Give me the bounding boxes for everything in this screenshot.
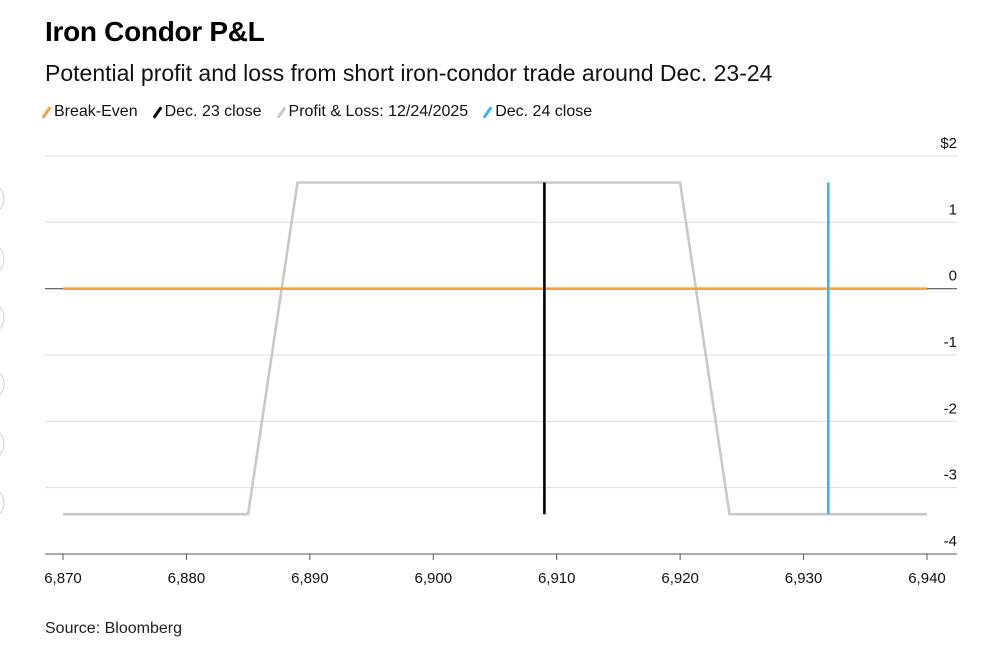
x-tick-label-7: 6,940 <box>908 570 946 587</box>
legend-item-dec23: Dec. 23 close <box>152 103 262 121</box>
legend-label-dec24: Dec. 24 close <box>495 103 593 120</box>
chart-title: Iron Condor P&L <box>45 16 265 47</box>
x-tick-label-2: 6,890 <box>291 570 329 587</box>
x-tick-label-0: 6,870 <box>44 570 82 587</box>
edge-circle-0 <box>0 187 5 211</box>
legend-item-break-even: Break-Even <box>41 103 138 121</box>
x-axis-ticks: 6,870 6,880 6,890 6,900 6,910 6,920 6,930 6,940 <box>44 554 946 587</box>
series-group <box>63 181 927 516</box>
x-tick-label-4: 6,910 <box>538 570 576 587</box>
grid-lines <box>45 155 957 555</box>
y-tick-label-6: -4 <box>944 533 957 550</box>
x-tick-label-3: 6,900 <box>415 570 453 587</box>
legend-label-dec23: Dec. 23 close <box>164 103 262 120</box>
edge-circle-1 <box>0 247 5 271</box>
edge-circle-2 <box>0 306 5 330</box>
y-tick-label-1: 1 <box>949 201 957 218</box>
series-line-profit-loss-12-24-2025 <box>63 181 927 516</box>
legend-item-dec24: Dec. 24 close <box>482 103 593 121</box>
edge-decorations <box>0 187 5 515</box>
legend: Break-Even Dec. 23 close Profit & Loss: … <box>41 103 593 121</box>
y-tick-label-2: 0 <box>949 268 957 285</box>
source-note: Source: Bloomberg <box>45 620 182 637</box>
x-tick-label-6: 6,930 <box>785 570 823 587</box>
y-tick-label-4: -2 <box>944 400 957 417</box>
x-tick-label-5: 6,920 <box>661 570 699 587</box>
edge-circle-3 <box>0 372 5 396</box>
x-tick-label-1: 6,880 <box>168 570 206 587</box>
edge-circle-4 <box>0 432 5 456</box>
y-axis-ticks: $2 1 0 -1 -2 -3 -4 <box>940 135 957 550</box>
legend-label-pnl: Profit & Loss: 12/24/2025 <box>288 103 469 120</box>
y-tick-label-5: -3 <box>944 467 957 484</box>
legend-label-break-even: Break-Even <box>54 103 138 120</box>
y-tick-label-3: -1 <box>944 334 957 351</box>
chart-subtitle: Potential profit and loss from short iro… <box>45 60 773 86</box>
edge-circle-5 <box>0 491 5 515</box>
legend-item-pnl: Profit & Loss: 12/24/2025 <box>276 103 469 121</box>
y-tick-label-0: $2 <box>940 135 957 152</box>
